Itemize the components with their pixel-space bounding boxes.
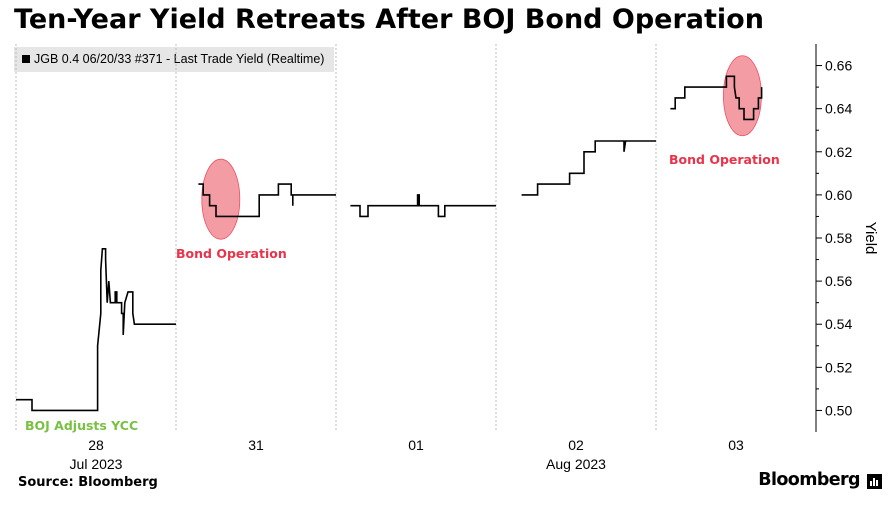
y-tick-label-8: 0.66 <box>825 58 852 74</box>
y-tick-label-6: 0.62 <box>825 144 852 160</box>
annotation-1: Bond Operation <box>669 152 780 167</box>
y-tick-label-7: 0.64 <box>825 101 852 117</box>
x-tick-label-4: 03 <box>728 437 744 453</box>
bond-operation-highlight-1 <box>723 55 762 137</box>
annotation-2: BOJ Adjusts YCC <box>25 418 138 433</box>
chart-title: Ten-Year Yield Retreats After BOJ Bond O… <box>14 4 764 35</box>
series-line-day-3 <box>521 140 656 196</box>
x-tick-label-0: 28 <box>88 437 104 453</box>
grid-layer <box>15 44 657 432</box>
bloomberg-terminal-icon <box>867 474 882 489</box>
highlight-layer <box>201 55 762 240</box>
x-tick-label-1: 31 <box>248 437 264 453</box>
y-tick-label-2: 0.54 <box>825 316 852 332</box>
y-tick-label-3: 0.56 <box>825 273 852 289</box>
x-tick-label-3: 02 <box>568 437 584 453</box>
y-tick-label-4: 0.58 <box>825 230 852 246</box>
y-tick-label-1: 0.52 <box>825 359 852 375</box>
legend-label: JGB 0.4 06/20/33 #371 - Last Trade Yield… <box>34 52 325 66</box>
bond-operation-highlight-0 <box>201 158 241 240</box>
series-line-day-2 <box>350 194 496 218</box>
annotation-layer: Bond Operation Bond Operation BOJ Adjusts … <box>25 152 780 433</box>
y-tick-label-5: 0.60 <box>825 187 852 203</box>
source-note: Source: Bloomberg <box>18 475 158 490</box>
x-axis: 28 Jul 2023 31 01 02 Aug 2023 03 <box>70 437 744 472</box>
series-line-day-1 <box>198 183 336 218</box>
y-tick-label-0: 0.50 <box>825 402 852 418</box>
series-line-day-4 <box>670 75 763 121</box>
series-line-day-0 <box>16 248 176 412</box>
legend: JGB 0.4 06/20/33 #371 - Last Trade Yield… <box>14 47 335 72</box>
bloomberg-logo: Bloomberg <box>758 470 860 490</box>
y-axis-label: Yield <box>862 222 879 255</box>
y-axis: 0.50 0.52 0.54 0.56 0.58 0.60 0.62 0.64 0.66 <box>815 44 852 432</box>
annotation-0: Bond Operation <box>176 246 287 261</box>
legend-swatch <box>22 55 30 63</box>
series-layer <box>16 75 763 412</box>
x-month-label-0: Jul 2023 <box>70 456 123 472</box>
x-tick-label-2: 01 <box>408 437 424 453</box>
x-month-label-3: Aug 2023 <box>546 456 606 472</box>
